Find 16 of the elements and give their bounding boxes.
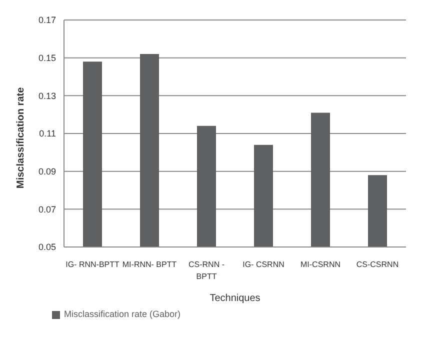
y-tick-label: 0.05 <box>38 242 56 252</box>
x-axis-title: Techniques <box>210 293 260 304</box>
x-tick-label: MI-RNN- BPTT <box>122 260 177 269</box>
y-tick-label: 0.15 <box>38 53 56 64</box>
y-tick-label: 0.11 <box>39 128 56 139</box>
y-tick-label: 0.17 <box>38 15 56 26</box>
x-tick-label: IG- CSRNN <box>242 260 285 269</box>
legend-label: Misclassification rate (Gabor) <box>64 309 181 319</box>
y-tick-label: 0.07 <box>38 204 56 214</box>
x-tick-label: CS-CSRNN <box>356 260 399 269</box>
y-axis-title: Misclassification rate <box>16 86 27 188</box>
y-tick-label: 0.09 <box>38 166 56 177</box>
x-tick-label: MI-CSRNN <box>300 260 341 269</box>
y-tick-label: 0.13 <box>38 90 56 101</box>
x-tick-label: CS-RNN - BPTT <box>188 260 225 281</box>
x-tick-label: IG- RNN-BPTT <box>66 260 120 269</box>
